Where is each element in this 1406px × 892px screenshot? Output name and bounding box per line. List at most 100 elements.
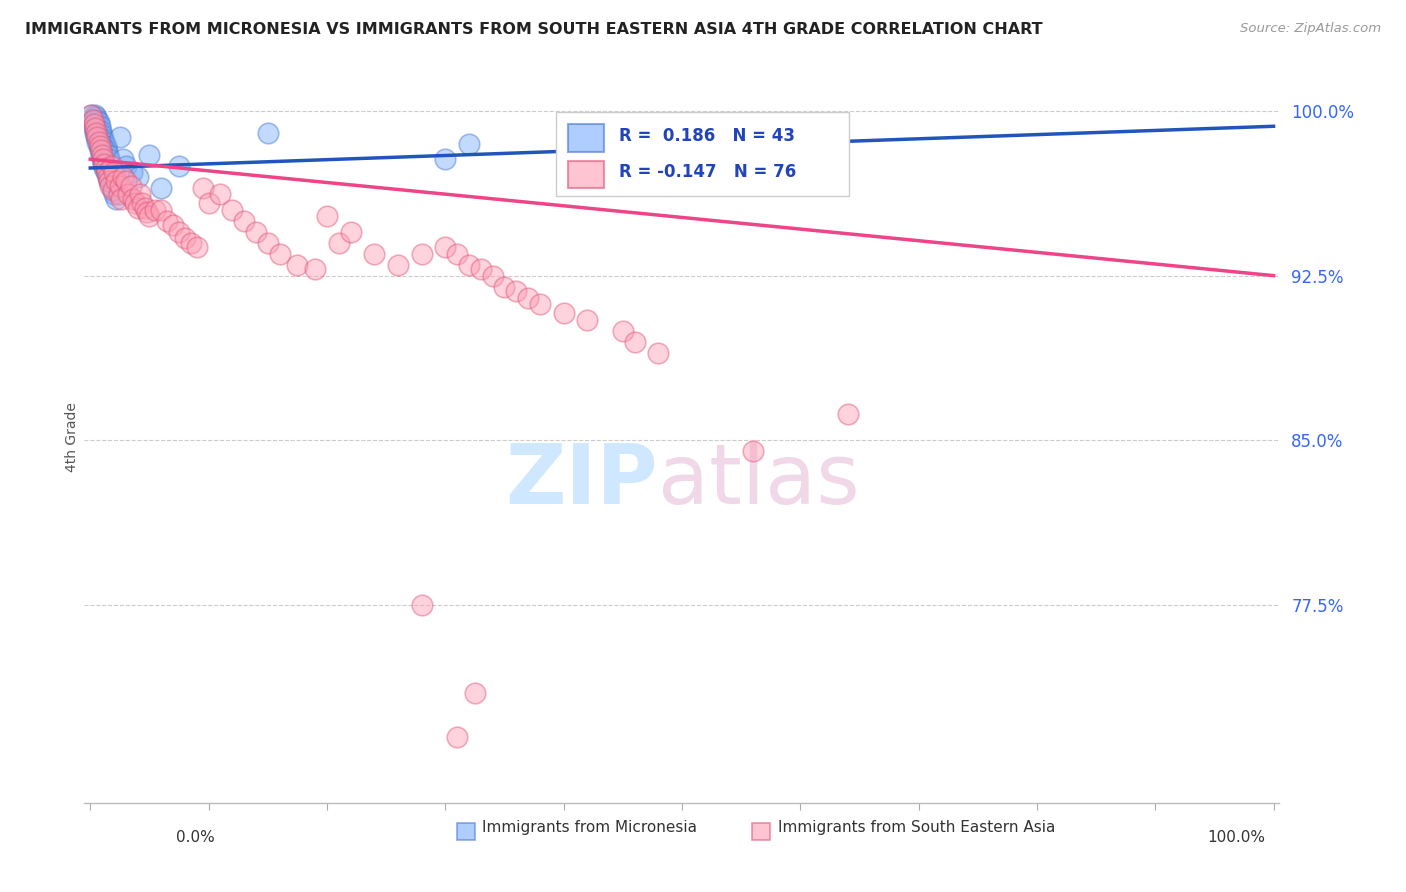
Point	[150, 202, 173, 217]
Point	[90, 144, 112, 158]
Point	[647, 345, 669, 359]
Point	[89, 120, 111, 134]
Point	[481, 268, 503, 283]
Point	[121, 165, 143, 179]
Point	[470, 262, 492, 277]
Point	[97, 169, 120, 184]
Point	[162, 218, 184, 232]
Point	[256, 235, 278, 250]
Point	[127, 201, 149, 215]
Point	[124, 196, 146, 211]
Text: Source: ZipAtlas.com: Source: ZipAtlas.com	[1240, 22, 1381, 36]
Point	[98, 174, 121, 188]
Point	[328, 235, 350, 250]
Point	[91, 132, 114, 146]
Text: 100.0%: 100.0%	[1208, 830, 1265, 845]
Point	[80, 108, 103, 122]
Point	[105, 192, 128, 206]
Text: Immigrants from Micronesia: Immigrants from Micronesia	[482, 821, 697, 835]
Point	[741, 444, 763, 458]
Point	[100, 159, 122, 173]
Point	[93, 135, 115, 149]
FancyBboxPatch shape	[557, 112, 849, 195]
Point	[156, 213, 179, 227]
Point	[87, 115, 110, 129]
Point	[446, 246, 468, 260]
Point	[96, 144, 118, 158]
Point	[84, 126, 107, 140]
Point	[494, 279, 516, 293]
Point	[83, 121, 105, 136]
Text: atlas: atlas	[658, 441, 859, 522]
Point	[91, 148, 114, 162]
Point	[411, 246, 433, 260]
Point	[434, 240, 457, 254]
Point	[107, 187, 129, 202]
Point	[209, 187, 232, 202]
Text: Immigrants from South Eastern Asia: Immigrants from South Eastern Asia	[778, 821, 1054, 835]
Point	[138, 210, 160, 224]
Point	[186, 240, 208, 254]
Point	[174, 231, 197, 245]
Point	[108, 130, 131, 145]
FancyBboxPatch shape	[568, 124, 605, 152]
Point	[98, 174, 121, 188]
Point	[84, 126, 107, 140]
Point	[553, 306, 575, 320]
Point	[269, 246, 291, 260]
Point	[89, 139, 111, 153]
Point	[108, 178, 131, 193]
Point	[84, 108, 107, 122]
Point	[84, 111, 107, 125]
Point	[517, 291, 540, 305]
Point	[623, 334, 645, 349]
Point	[93, 161, 115, 175]
Point	[387, 258, 409, 272]
Point	[86, 112, 108, 127]
Point	[612, 324, 634, 338]
Point	[105, 174, 128, 188]
Text: R = -0.147   N = 76: R = -0.147 N = 76	[619, 163, 796, 181]
Point	[91, 156, 114, 170]
Text: IMMIGRANTS FROM MICRONESIA VS IMMIGRANTS FROM SOUTH EASTERN ASIA 4TH GRADE CORRE: IMMIGRANTS FROM MICRONESIA VS IMMIGRANTS…	[25, 22, 1043, 37]
Point	[464, 686, 486, 700]
Point	[89, 144, 111, 158]
Point	[134, 201, 156, 215]
Point	[180, 235, 202, 250]
Point	[112, 169, 135, 184]
Point	[83, 117, 105, 131]
Point	[91, 152, 114, 166]
Point	[304, 262, 326, 277]
Point	[129, 187, 152, 202]
Point	[131, 196, 153, 211]
Point	[167, 159, 190, 173]
Point	[233, 213, 256, 227]
Point	[97, 169, 120, 184]
Text: R =  0.186   N = 43: R = 0.186 N = 43	[619, 127, 794, 145]
Point	[120, 178, 142, 193]
Point	[94, 139, 117, 153]
Point	[90, 123, 112, 137]
Point	[112, 152, 135, 166]
Point	[80, 108, 103, 122]
Point	[339, 225, 361, 239]
Point	[285, 258, 308, 272]
FancyBboxPatch shape	[568, 161, 605, 188]
Point	[110, 192, 132, 206]
Point	[86, 130, 108, 145]
Point	[411, 598, 433, 612]
Point	[191, 181, 214, 195]
Point	[86, 135, 108, 149]
Point	[94, 161, 117, 175]
Point	[84, 130, 107, 145]
Point	[138, 148, 160, 162]
Point	[576, 312, 599, 326]
Point	[127, 169, 149, 184]
Point	[143, 202, 166, 217]
Point	[122, 192, 145, 206]
Point	[82, 112, 104, 127]
Point	[91, 128, 114, 142]
Point	[91, 152, 114, 166]
Point	[167, 225, 190, 239]
Point	[316, 210, 339, 224]
